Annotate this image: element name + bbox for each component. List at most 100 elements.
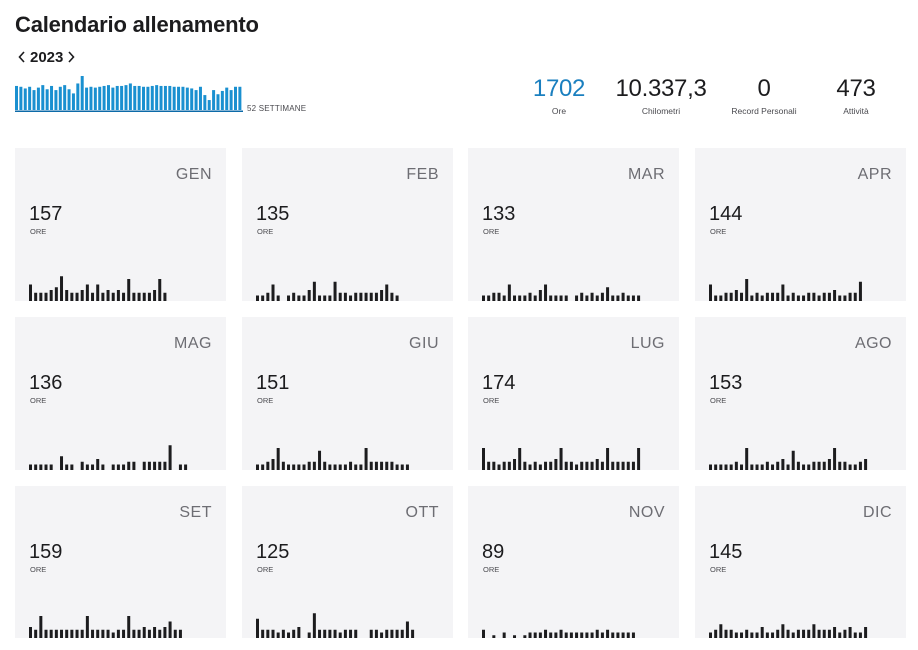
month-name: LUG bbox=[630, 335, 665, 352]
week-bar[interactable] bbox=[58, 86, 62, 110]
week-bar[interactable] bbox=[137, 85, 141, 110]
day-bar bbox=[34, 629, 38, 638]
month-card-giu[interactable]: GIU 151 ORE bbox=[242, 317, 453, 470]
month-card-gen[interactable]: GEN 157 ORE bbox=[15, 148, 226, 301]
day-bar bbox=[374, 292, 378, 301]
week-bar[interactable] bbox=[71, 93, 75, 110]
day-bar bbox=[781, 459, 785, 470]
month-card-feb[interactable]: FEB 135 ORE bbox=[242, 148, 453, 301]
month-card-dic[interactable]: DIC 145 ORE bbox=[695, 486, 906, 638]
week-bar[interactable] bbox=[225, 87, 229, 110]
week-bar[interactable] bbox=[177, 86, 181, 110]
day-bar bbox=[411, 629, 415, 638]
week-bar[interactable] bbox=[216, 94, 220, 110]
week-bar[interactable] bbox=[41, 85, 45, 110]
week-bar[interactable] bbox=[190, 88, 194, 110]
week-bar[interactable] bbox=[54, 90, 58, 110]
day-bar bbox=[405, 621, 409, 638]
weekly-hours-chart[interactable] bbox=[15, 74, 243, 112]
month-name: DIC bbox=[862, 504, 892, 521]
week-bar[interactable] bbox=[67, 89, 71, 110]
day-bar bbox=[49, 290, 53, 301]
month-card-lug[interactable]: LUG 174 ORE bbox=[468, 317, 679, 470]
week-bar[interactable] bbox=[181, 86, 185, 110]
day-bar bbox=[528, 292, 532, 301]
week-bar[interactable] bbox=[80, 76, 84, 110]
week-bar[interactable] bbox=[212, 90, 216, 110]
week-bar[interactable] bbox=[128, 83, 132, 110]
day-bar bbox=[364, 448, 368, 470]
week-bar[interactable] bbox=[203, 95, 207, 110]
day-bar bbox=[621, 632, 625, 638]
week-bar[interactable] bbox=[124, 85, 128, 110]
week-bar[interactable] bbox=[98, 86, 102, 110]
day-bar bbox=[85, 464, 89, 470]
day-bar bbox=[611, 295, 615, 301]
week-bar[interactable] bbox=[133, 85, 137, 110]
month-card-nov[interactable]: NOV 89 ORE bbox=[468, 486, 679, 638]
week-bar[interactable] bbox=[194, 90, 198, 110]
week-bar[interactable] bbox=[150, 85, 154, 110]
day-bar bbox=[91, 292, 95, 301]
day-bar bbox=[776, 292, 780, 301]
week-bar[interactable] bbox=[168, 85, 172, 110]
day-bar bbox=[369, 629, 373, 638]
week-bar[interactable] bbox=[93, 87, 97, 110]
day-bar bbox=[864, 627, 868, 638]
week-bar[interactable] bbox=[234, 86, 237, 110]
week-bar[interactable] bbox=[163, 85, 167, 110]
day-bar bbox=[528, 464, 532, 470]
week-bar[interactable] bbox=[229, 90, 233, 110]
day-bar bbox=[163, 627, 167, 638]
day-bar bbox=[719, 624, 723, 638]
week-bar[interactable] bbox=[238, 86, 242, 110]
week-bar[interactable] bbox=[155, 85, 159, 110]
week-bar[interactable] bbox=[19, 86, 23, 110]
week-bar[interactable] bbox=[102, 85, 106, 110]
week-bar[interactable] bbox=[198, 86, 202, 110]
week-bar[interactable] bbox=[63, 85, 67, 110]
day-bar bbox=[29, 464, 32, 470]
month-name: APR bbox=[857, 166, 892, 183]
week-bar[interactable] bbox=[106, 85, 110, 110]
week-bar[interactable] bbox=[142, 86, 146, 110]
week-bar[interactable] bbox=[76, 83, 80, 110]
week-bar[interactable] bbox=[185, 87, 189, 110]
week-bar[interactable] bbox=[32, 90, 36, 110]
month-card-apr[interactable]: APR 144 ORE bbox=[695, 148, 906, 301]
month-card-ago[interactable]: AGO 153 ORE bbox=[695, 317, 906, 470]
month-card-mag[interactable]: MAG 136 ORE bbox=[15, 317, 226, 470]
week-bar[interactable] bbox=[36, 87, 40, 110]
week-bar[interactable] bbox=[207, 100, 211, 110]
week-bar[interactable] bbox=[45, 89, 49, 110]
daily-bars bbox=[709, 448, 868, 470]
day-bar bbox=[714, 464, 718, 470]
day-bar bbox=[518, 295, 522, 301]
month-card-set[interactable]: SET 159 ORE bbox=[15, 486, 226, 638]
week-bar[interactable] bbox=[23, 88, 27, 110]
day-bar bbox=[513, 635, 517, 638]
week-bar[interactable] bbox=[15, 85, 18, 110]
day-bar bbox=[559, 629, 563, 638]
month-name: MAR bbox=[627, 166, 665, 183]
week-bar[interactable] bbox=[220, 90, 224, 110]
next-year-button[interactable] bbox=[63, 48, 79, 66]
week-bar[interactable] bbox=[159, 85, 163, 110]
day-bar bbox=[559, 295, 563, 301]
week-bar[interactable] bbox=[111, 87, 115, 110]
week-bar[interactable] bbox=[85, 87, 89, 110]
day-bar bbox=[281, 461, 285, 470]
week-bar[interactable] bbox=[89, 86, 93, 110]
week-bar[interactable] bbox=[50, 85, 54, 110]
weekly-bars bbox=[15, 76, 243, 112]
week-bar[interactable] bbox=[120, 85, 124, 110]
month-card-ott[interactable]: OTT 125 ORE bbox=[242, 486, 453, 638]
week-bar[interactable] bbox=[28, 86, 32, 110]
week-bar[interactable] bbox=[115, 85, 119, 110]
weekly-chart-label: 52 SETTIMANE bbox=[247, 104, 307, 113]
week-bar[interactable] bbox=[146, 86, 150, 110]
week-bar[interactable] bbox=[172, 86, 176, 110]
month-card-mar[interactable]: MAR 133 ORE bbox=[468, 148, 679, 301]
prev-year-button[interactable] bbox=[14, 48, 30, 66]
day-bar bbox=[142, 292, 146, 301]
